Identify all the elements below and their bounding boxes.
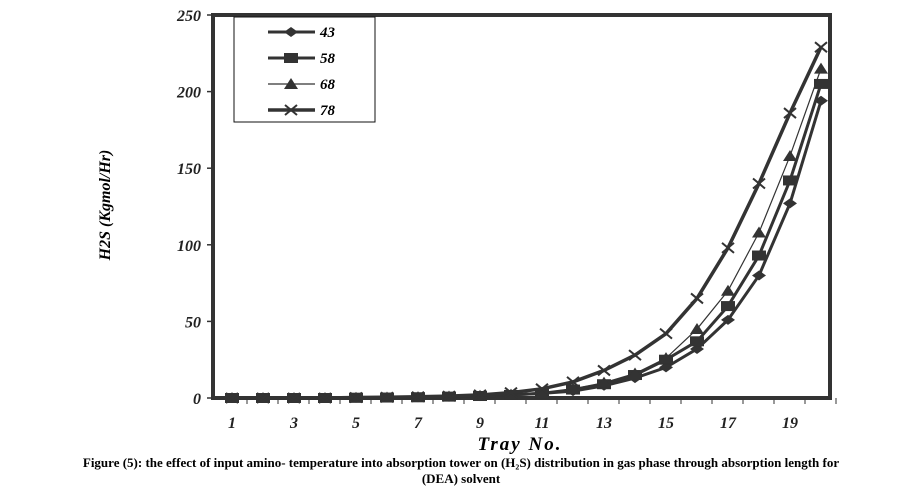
y-axis-label: H2S (Kgmol/Hr) bbox=[97, 150, 114, 262]
x-marker bbox=[690, 292, 704, 305]
x-tick-label: 13 bbox=[596, 415, 612, 432]
legend-label: 78 bbox=[320, 103, 336, 119]
x-marker bbox=[380, 391, 394, 404]
diamond-marker bbox=[752, 270, 766, 281]
triangle-marker bbox=[814, 62, 828, 74]
x-tick-label: 5 bbox=[352, 415, 360, 432]
x-tick-label: 17 bbox=[720, 415, 737, 432]
x-marker bbox=[225, 392, 239, 404]
series-58 bbox=[225, 78, 828, 403]
x-marker bbox=[814, 41, 828, 53]
series-line bbox=[232, 100, 823, 400]
x-tick-label: 1 bbox=[228, 415, 236, 432]
x-tick-label: 7 bbox=[414, 415, 423, 432]
diamond-marker bbox=[721, 314, 735, 325]
triangle-marker bbox=[690, 323, 704, 335]
y-tick-label: 50 bbox=[185, 314, 201, 331]
square-marker bbox=[752, 250, 766, 261]
square-marker bbox=[721, 301, 735, 312]
x-marker bbox=[473, 389, 487, 401]
y-tick-label: 100 bbox=[177, 238, 201, 255]
triangle-marker bbox=[659, 352, 673, 364]
legend-box bbox=[233, 16, 376, 123]
y-tick-label: 200 bbox=[176, 85, 201, 102]
x-tick-label: 9 bbox=[476, 415, 484, 432]
diamond-marker bbox=[690, 343, 704, 354]
triangle-marker bbox=[628, 367, 642, 379]
square-marker bbox=[690, 336, 704, 347]
x-tick-label: 11 bbox=[534, 415, 549, 432]
x-marker bbox=[628, 349, 642, 361]
caption-line-2: (DEA) solvent bbox=[421, 471, 501, 486]
triangle-marker bbox=[284, 78, 298, 89]
y-tick-label: 250 bbox=[176, 8, 201, 25]
square-marker bbox=[783, 175, 797, 186]
diamond-marker bbox=[783, 198, 797, 209]
x-marker bbox=[287, 392, 301, 404]
diamond-marker bbox=[659, 362, 673, 373]
x-marker bbox=[504, 386, 518, 399]
square-marker bbox=[284, 53, 298, 63]
legend-label: 43 bbox=[319, 25, 336, 41]
triangle-marker bbox=[721, 284, 735, 296]
plot-frame bbox=[211, 13, 832, 400]
y-tick-label: 150 bbox=[177, 161, 201, 178]
x-marker bbox=[256, 392, 270, 404]
x-marker bbox=[284, 104, 298, 116]
x-marker bbox=[442, 390, 456, 402]
legend: 43 58 68 78 bbox=[233, 16, 376, 123]
legend-label: 68 bbox=[320, 77, 336, 93]
diamond-marker bbox=[284, 27, 298, 37]
x-tick-label: 3 bbox=[289, 415, 298, 432]
x-marker bbox=[659, 327, 673, 340]
x-tick-label: 19 bbox=[782, 415, 798, 432]
series-43 bbox=[225, 95, 828, 403]
x-marker bbox=[349, 391, 363, 404]
x-marker bbox=[411, 391, 425, 403]
triangle-marker bbox=[752, 226, 766, 238]
x-marker bbox=[597, 364, 611, 377]
y-tick-label: 0 bbox=[193, 391, 201, 408]
triangle-marker bbox=[783, 149, 797, 161]
x-marker bbox=[721, 242, 735, 254]
series-line bbox=[232, 46, 823, 400]
x-marker bbox=[318, 392, 332, 404]
x-marker bbox=[783, 107, 797, 119]
triangle-marker bbox=[597, 376, 611, 388]
x-marker bbox=[752, 177, 766, 190]
square-marker bbox=[814, 78, 828, 89]
caption-line-1: Figure (5): the effect of input amino- t… bbox=[82, 455, 840, 470]
legend-label: 58 bbox=[320, 51, 336, 67]
x-marker bbox=[535, 383, 549, 395]
x-axis-label: Tray No. bbox=[478, 434, 563, 455]
x-marker bbox=[566, 376, 580, 388]
triangle-marker bbox=[566, 382, 580, 394]
x-tick-label: 15 bbox=[658, 415, 674, 432]
series-78 bbox=[225, 41, 828, 404]
triangle-marker bbox=[535, 387, 549, 399]
figure-caption: Figure (5): the effect of input amino- t… bbox=[0, 455, 922, 487]
